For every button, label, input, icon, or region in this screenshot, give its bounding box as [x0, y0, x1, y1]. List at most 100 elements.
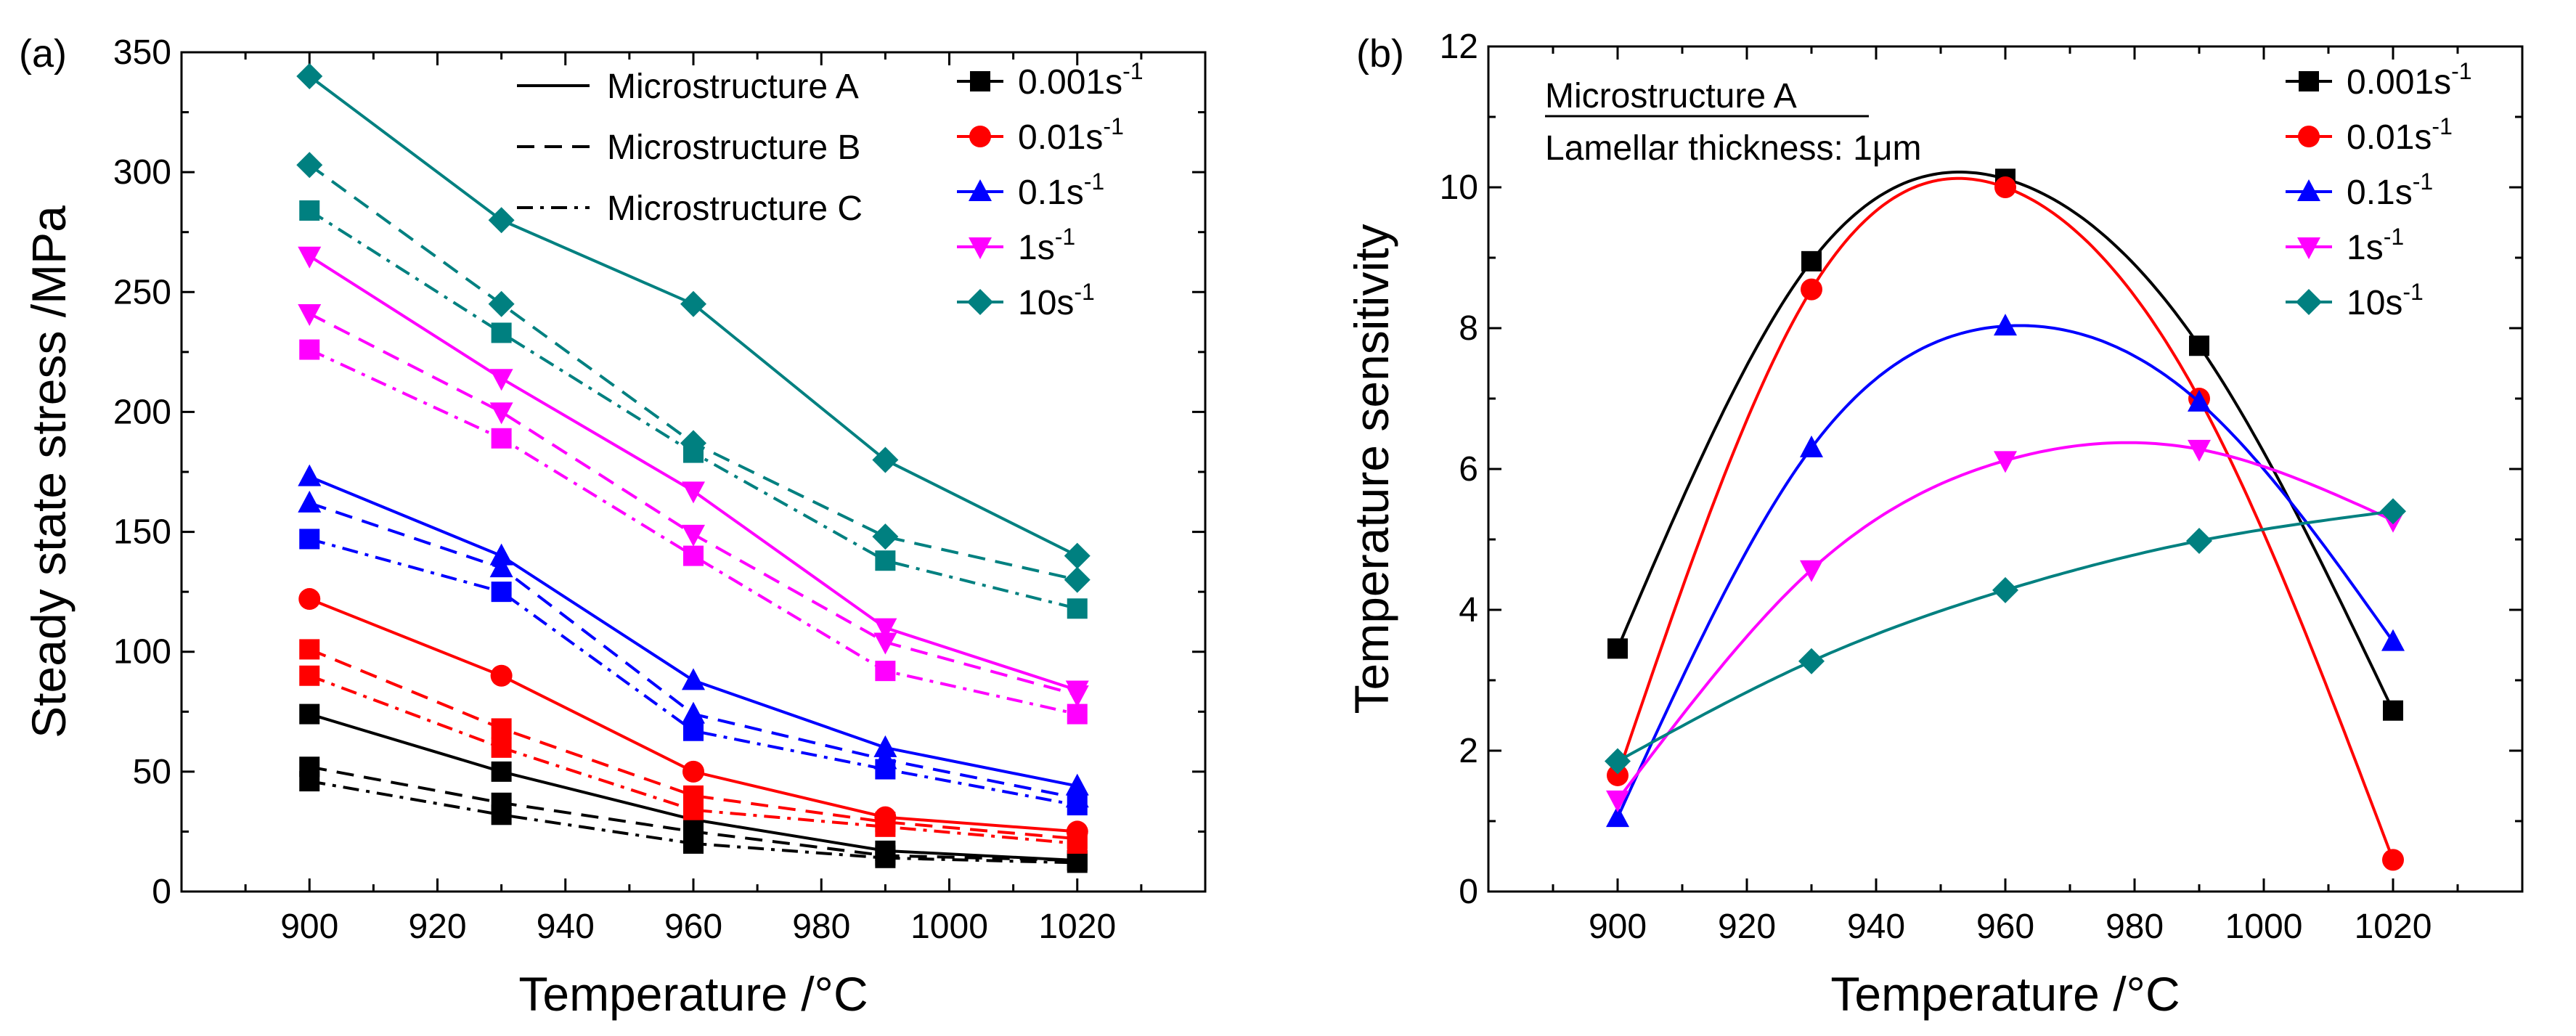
- panel-b-series-curve: [1616, 171, 2394, 711]
- panel-b-data-point: [2383, 700, 2403, 721]
- panel-a-legend-marker: [970, 71, 990, 91]
- panel-a-y-tick-label: 0: [152, 873, 171, 911]
- panel-a-linestyle-label: Microstructure B: [607, 129, 860, 167]
- panel-a-data-point: [299, 339, 320, 360]
- panel-a-linestyle-label: Microstructure A: [607, 68, 859, 106]
- panel-b-annotation-line: Lamellar thickness: 1μm: [1545, 129, 1922, 168]
- panel-a-data-point: [875, 759, 896, 780]
- panel-a-data-point: [682, 760, 704, 783]
- panel-a-data-point: [1067, 852, 1088, 873]
- panel-a-data-point: [490, 664, 513, 687]
- panel-b-series-curve: [1616, 441, 2394, 802]
- panel-a-data-point: [298, 246, 322, 269]
- panel-a-data-point: [875, 661, 896, 682]
- panel-a-data-point: [682, 668, 705, 690]
- panel-a-data-point: [875, 847, 896, 868]
- panel-a-y-axis-title: Steady state stress /MPa: [22, 205, 76, 738]
- panel-b-data-point: [1605, 748, 1631, 775]
- panel-a-y-tick-label: 50: [133, 753, 171, 791]
- panel-a-data-point: [683, 442, 704, 463]
- panel-a-data-point: [299, 771, 320, 792]
- panel-b-y-axis-title: Temperature sensitivity: [1345, 224, 1398, 714]
- panel-b-data-point: [1800, 560, 1823, 582]
- panel-a-data-point: [489, 555, 513, 578]
- panel-a-data-point: [298, 464, 322, 486]
- panel-a-data-point: [1064, 566, 1091, 593]
- panel-a-data-point: [682, 481, 705, 504]
- panel-a-legend-label: 0.01s-1: [1018, 113, 1124, 157]
- panel-b-series-curve: [1617, 510, 2394, 763]
- panel-b-label: (b): [1356, 32, 1404, 76]
- panel-b-data-point: [2188, 389, 2211, 412]
- panel-a-legend-marker: [969, 237, 992, 259]
- panel-a-data-point: [489, 543, 513, 566]
- panel-a-data-point: [873, 735, 897, 757]
- panel-b-x-tick-label: 960: [1976, 907, 2034, 946]
- panel-a-y-tick-label: 150: [113, 513, 171, 552]
- panel-a-data-point: [488, 207, 515, 234]
- panel-a-legend-marker: [967, 289, 993, 315]
- panel-b-data-point: [2381, 629, 2405, 651]
- panel-a-data-point: [683, 833, 704, 854]
- panel-b-data-point: [1606, 790, 1629, 812]
- panel-b-series-curve: [1616, 324, 2394, 819]
- panel-a-data-point: [683, 545, 704, 566]
- panel-a-data-point: [298, 588, 321, 611]
- panel-a-series-line: [309, 648, 1077, 841]
- panel-a-data-point: [683, 799, 704, 820]
- panel-b-data-point: [1607, 764, 1629, 786]
- panel-a-linestyle-legend: Microstructure A Microstructure B Microstr…: [517, 68, 863, 228]
- panel-a-x-tick-label: 920: [408, 907, 466, 946]
- panel-a-plot-frame: [180, 51, 1207, 893]
- panel-a-data-point: [299, 703, 320, 725]
- panel-a-data-point: [872, 523, 899, 550]
- panel-b-x-tick-label: 940: [1847, 907, 1905, 946]
- panel-a-legend-marker: [969, 126, 991, 147]
- panel-a-data-point: [488, 290, 515, 317]
- panel-a-data-point: [872, 446, 899, 473]
- panel-a-data-point: [1065, 685, 1089, 708]
- panel-a-series-line: [309, 255, 1078, 692]
- panel-a-x-tick-label: 940: [537, 907, 595, 946]
- panel-a-data-point: [296, 152, 323, 179]
- panel-a-data-point: [1067, 598, 1088, 619]
- panel-a-series: [298, 464, 1089, 796]
- panel-a-data-point: [491, 428, 512, 449]
- panel-b-data-point: [1994, 451, 2017, 473]
- panel-b-data-point: [1801, 250, 1822, 272]
- panel-b-data-point: [2188, 439, 2211, 462]
- panel-a-data-point: [299, 529, 320, 550]
- panel-a-linestyle-label: Microstructure C: [607, 189, 863, 228]
- panel-a-series: [299, 339, 1088, 725]
- panel-a-legend-marker: [969, 179, 992, 201]
- panel-b-data-point: [1994, 176, 2016, 198]
- panel-a-legend-label: 0.1s-1: [1018, 168, 1104, 212]
- panel-a-legend-label: 0.001s-1: [1018, 58, 1144, 102]
- panel-a-data-point: [1067, 833, 1088, 854]
- panel-a-data-point: [1067, 795, 1088, 816]
- panel-b-data-point: [2189, 335, 2209, 356]
- panel-b-data-point: [1607, 638, 1628, 659]
- panel-b-legend-marker: [2296, 289, 2322, 315]
- panel-a-data-point: [875, 816, 896, 837]
- panel-b-data-point: [1800, 435, 1823, 457]
- panel-a-y-tick-label: 200: [113, 393, 171, 431]
- panel-a-data-point: [875, 550, 896, 571]
- panel-a: (a) Temperature /°C Steady state stress …: [19, 32, 1207, 1021]
- panel-b-x-tick-label: 1020: [2355, 907, 2432, 946]
- panel-a-y-tick-label: 100: [113, 633, 171, 672]
- panel-a-data-point: [491, 761, 512, 782]
- panel-a-series: [296, 63, 1091, 569]
- panel-a-data-point: [682, 524, 705, 547]
- panel-a-data-point: [682, 701, 705, 724]
- panel-a-series-line: [309, 674, 1077, 845]
- panel-b-y-tick-label: 12: [1440, 28, 1478, 66]
- panel-b-legend-marker: [2298, 126, 2320, 147]
- panel-b-legend-marker: [2299, 71, 2319, 91]
- panel-b-series-curve: [1616, 176, 2394, 861]
- panel-a-data-point: [491, 582, 512, 603]
- panel-a-y-tick-label: 300: [113, 153, 171, 192]
- panel-b-x-tick-label: 1000: [2225, 907, 2303, 946]
- panel-a-x-tick-label: 960: [664, 907, 722, 946]
- panel-b-data-point: [1994, 314, 2017, 336]
